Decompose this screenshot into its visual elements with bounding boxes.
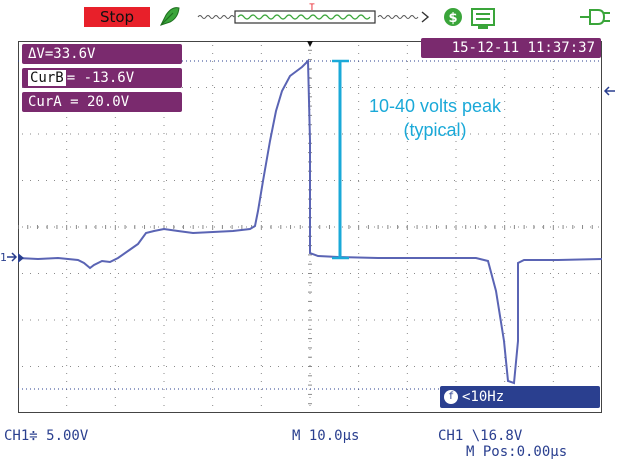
cursor-a-readout[interactable]: CurA = 20.0V <box>22 92 182 112</box>
memory-position-bar-icon <box>197 10 430 24</box>
annotation-line-1: 10-40 volts peak <box>368 96 502 116</box>
cursor-b-value: = -13.6V <box>66 70 135 86</box>
trigger-level-arrow-icon[interactable] <box>603 84 617 98</box>
trigger-marker: T <box>309 3 315 13</box>
storage-icon[interactable] <box>471 8 495 29</box>
ch1-ground-marker-icon[interactable] <box>18 253 24 263</box>
ch1-level-arrow-icon[interactable]: 1 <box>0 250 18 264</box>
trigger-frequency-value: <10Hz <box>462 389 505 405</box>
trigger-position-arrow-icon[interactable] <box>306 41 314 47</box>
peak-annotation: 10-40 volts peak (typical) <box>350 94 520 142</box>
svg-text:1: 1 <box>0 251 7 264</box>
frequency-counter-icon: f <box>444 390 458 404</box>
svg-text:$: $ <box>448 11 457 26</box>
run-state-badge[interactable]: Stop <box>84 7 150 27</box>
ch1-volts-per-div[interactable]: CH1≑ 5.00V <box>4 428 89 444</box>
date-time-display: 15-12-11 11:37:37 <box>421 38 601 58</box>
horizontal-position-readout[interactable]: M Pos:0.00µs <box>466 444 568 460</box>
delta-v-readout: ΔV=33.6V <box>22 44 182 64</box>
power-plug-icon <box>580 9 610 25</box>
peak-measurement-bracket <box>332 59 349 260</box>
top-bar-icons: T $ <box>160 3 610 29</box>
top-status-bar: Stop T $ <box>0 0 617 34</box>
cursor-b-readout[interactable]: CurB = -13.6V <box>22 68 182 88</box>
trigger-readout[interactable]: CH1 \16.8V <box>438 428 523 444</box>
timebase-readout[interactable]: M 10.0µs <box>292 428 360 444</box>
annotation-line-2: (typical) <box>403 120 467 140</box>
trigger-frequency-status[interactable]: f <10Hz <box>440 386 600 408</box>
usb-icon[interactable]: $ <box>444 8 462 26</box>
acquire-icon <box>160 7 180 26</box>
ch1-waveform <box>18 58 602 385</box>
cursor-b-tag: CurB <box>28 70 66 86</box>
